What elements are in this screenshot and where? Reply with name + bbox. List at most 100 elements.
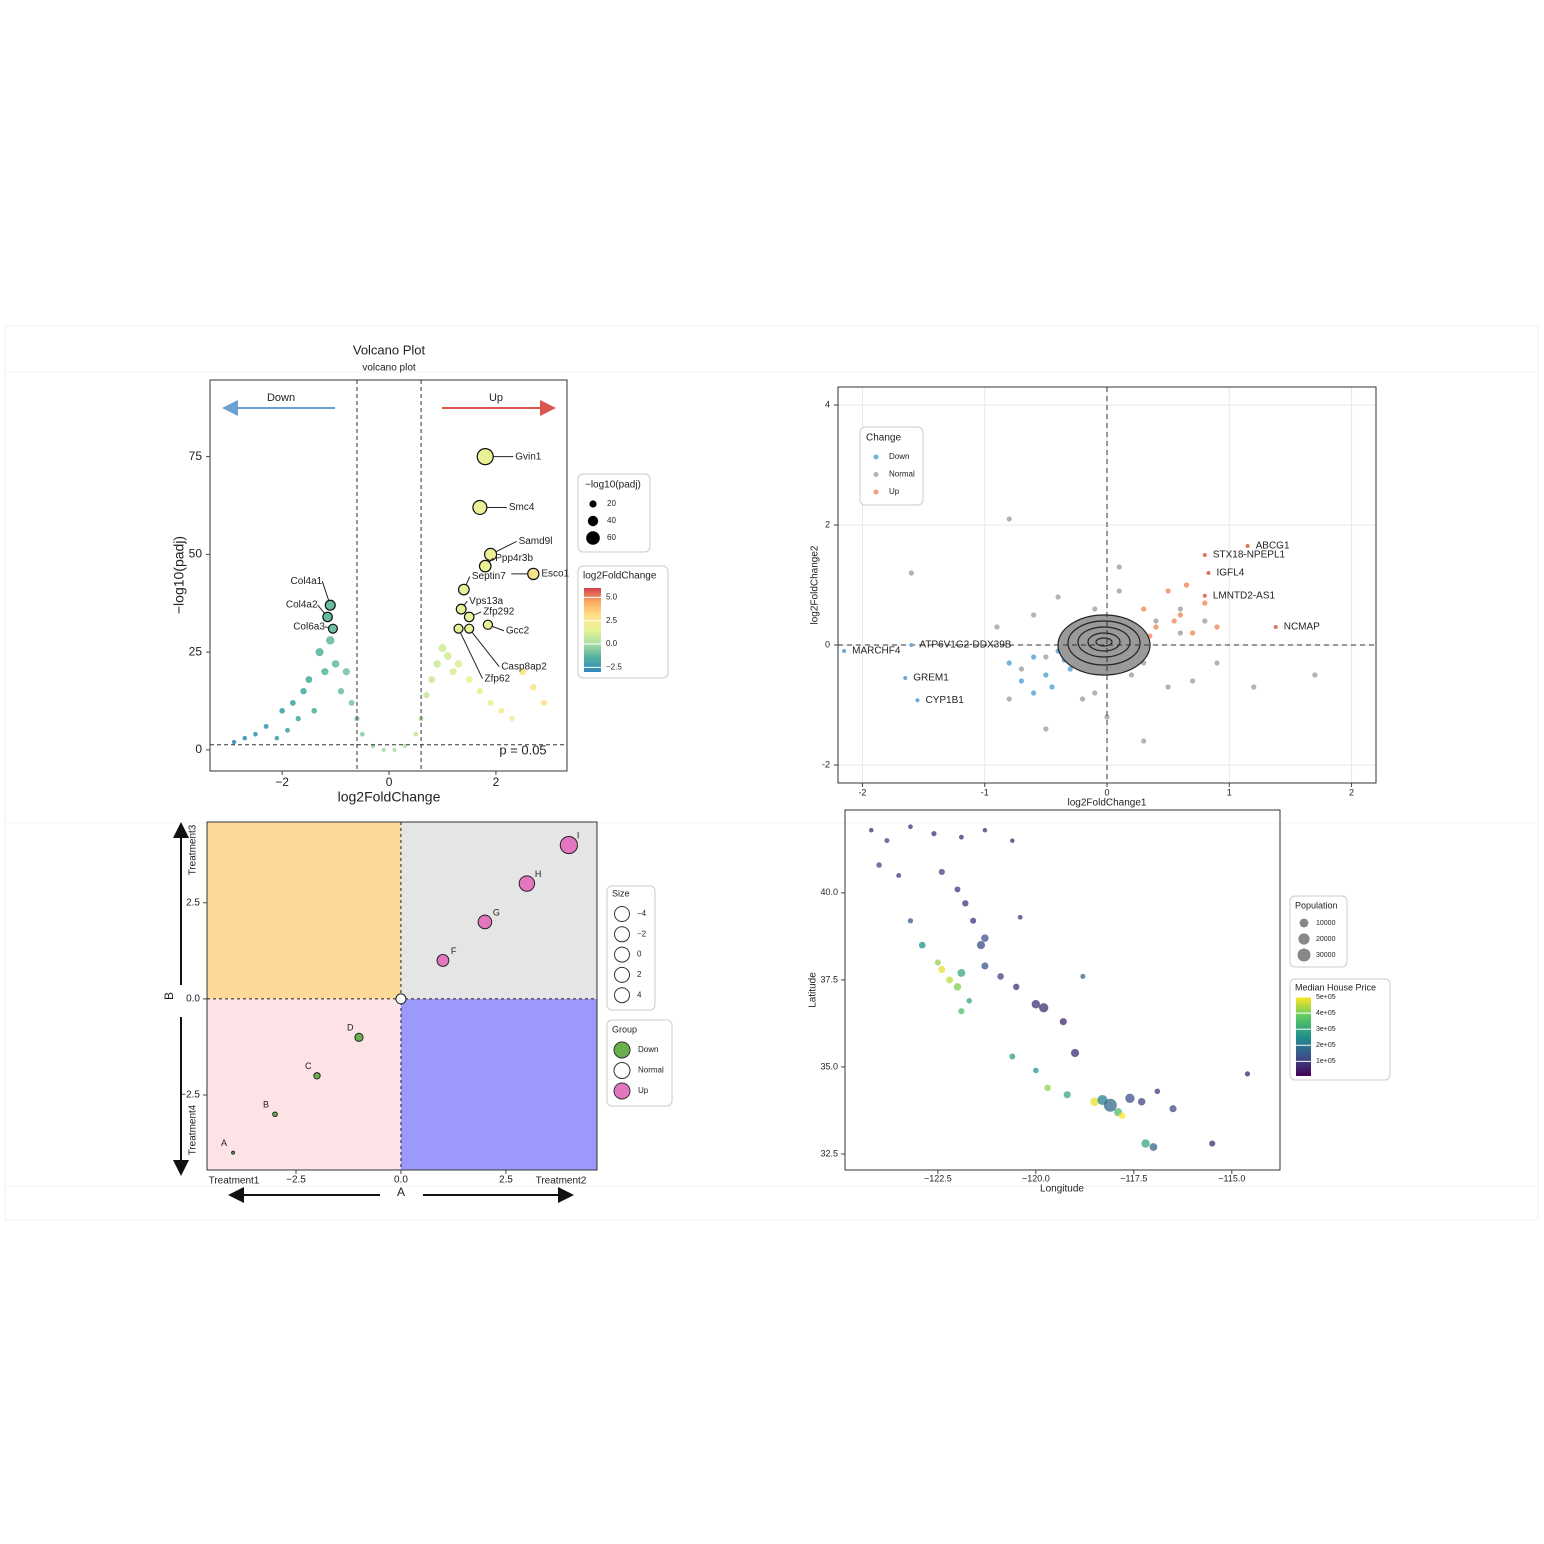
point	[315, 648, 324, 657]
point	[1189, 630, 1196, 636]
highlight-point	[464, 623, 475, 634]
point-label: Esco1	[541, 569, 569, 580]
corner-label: Treatment3	[188, 824, 199, 875]
point	[242, 735, 247, 741]
point	[1080, 973, 1086, 979]
point	[348, 700, 355, 706]
x-tick-label: −122.5	[924, 1173, 952, 1183]
point	[1209, 1140, 1216, 1147]
point	[907, 918, 914, 924]
x-axis-label: Longitude	[1040, 1184, 1084, 1195]
y-tick-label: 0	[195, 742, 202, 756]
point	[1044, 1084, 1051, 1092]
legend-label: Up	[889, 487, 900, 496]
y-axis-label: −log10(padj)	[171, 536, 187, 614]
point	[1033, 1067, 1039, 1074]
point	[1031, 1000, 1041, 1009]
point	[953, 983, 962, 991]
legend-label: 40	[607, 516, 616, 525]
point	[868, 827, 874, 833]
point	[530, 684, 537, 691]
gene-label: MARCHF4	[852, 646, 901, 657]
point	[1116, 588, 1122, 594]
highlight-point	[527, 567, 540, 581]
point	[931, 831, 937, 837]
contour-ring	[1095, 637, 1113, 647]
point	[1090, 1097, 1100, 1107]
point	[1009, 1053, 1016, 1060]
point	[279, 707, 285, 714]
point	[1104, 714, 1110, 720]
highlight-point	[327, 623, 338, 634]
y-axis-label: B	[162, 992, 176, 1000]
point	[454, 660, 463, 668]
point	[289, 700, 296, 706]
legend-swatch	[613, 1082, 631, 1100]
legend-title: Median House Price	[1295, 982, 1376, 992]
x-tick-label: -1	[981, 787, 989, 797]
point	[981, 934, 989, 942]
point	[519, 668, 527, 676]
gene-point	[903, 676, 908, 680]
point	[1018, 678, 1025, 684]
y-tick-label: -2	[822, 759, 830, 769]
point	[295, 715, 301, 722]
legend-swatch	[873, 472, 879, 477]
point	[509, 715, 515, 722]
legend-box	[1289, 978, 1391, 1081]
point	[1010, 838, 1015, 843]
gene-label: CYP1B1	[925, 695, 964, 706]
plot-frame	[837, 386, 1377, 784]
point	[342, 668, 350, 676]
point	[966, 998, 973, 1004]
point	[1183, 582, 1190, 588]
highlight-point	[476, 448, 494, 466]
legend-label: 20	[607, 499, 616, 508]
point-label: Col4a2	[286, 600, 318, 611]
point	[1165, 588, 1171, 594]
point	[1153, 618, 1159, 624]
legend-box	[606, 885, 656, 1011]
y-tick-label: 2	[825, 519, 830, 529]
legend-label: 60	[607, 533, 616, 542]
point	[337, 688, 345, 695]
down-label: Down	[267, 392, 295, 404]
y-tick-label: 0.0	[186, 994, 200, 1005]
legend-label: Up	[638, 1086, 649, 1095]
point	[1251, 684, 1257, 690]
plot-frame	[206, 821, 598, 1171]
contour-ring	[1077, 626, 1131, 658]
point	[957, 969, 966, 977]
point	[498, 707, 505, 714]
point	[1070, 1048, 1080, 1058]
gene-point	[842, 649, 847, 653]
plot-frame	[844, 809, 1281, 1171]
legend-size-swatch	[614, 987, 630, 1004]
gene-label: NCMAP	[1284, 622, 1320, 633]
point	[331, 660, 340, 668]
point	[285, 727, 290, 733]
gene-point	[1202, 593, 1207, 598]
point	[1006, 660, 1012, 666]
point-label: Zfp62	[485, 673, 511, 684]
point-label: I	[577, 830, 580, 840]
colorbar-label: 3e+05	[1316, 1026, 1336, 1033]
legend-size-swatch	[586, 531, 600, 545]
legend-swatch	[873, 489, 879, 495]
highlight-point	[472, 499, 488, 516]
point	[1031, 690, 1037, 696]
point-label: Gcc2	[506, 625, 530, 636]
legend-label: Down	[638, 1045, 658, 1054]
point	[413, 731, 419, 737]
highlight-point	[482, 619, 494, 630]
legend-title: Size	[612, 888, 630, 898]
y-tick-label: 2.5	[186, 897, 200, 908]
y-tick-label: 50	[189, 547, 203, 561]
gene-point	[1206, 571, 1211, 575]
point	[976, 941, 986, 950]
point	[1018, 666, 1025, 672]
point	[1043, 726, 1049, 732]
y-tick-label: 37.5	[820, 974, 838, 984]
x-axis-label: A	[397, 1185, 405, 1199]
